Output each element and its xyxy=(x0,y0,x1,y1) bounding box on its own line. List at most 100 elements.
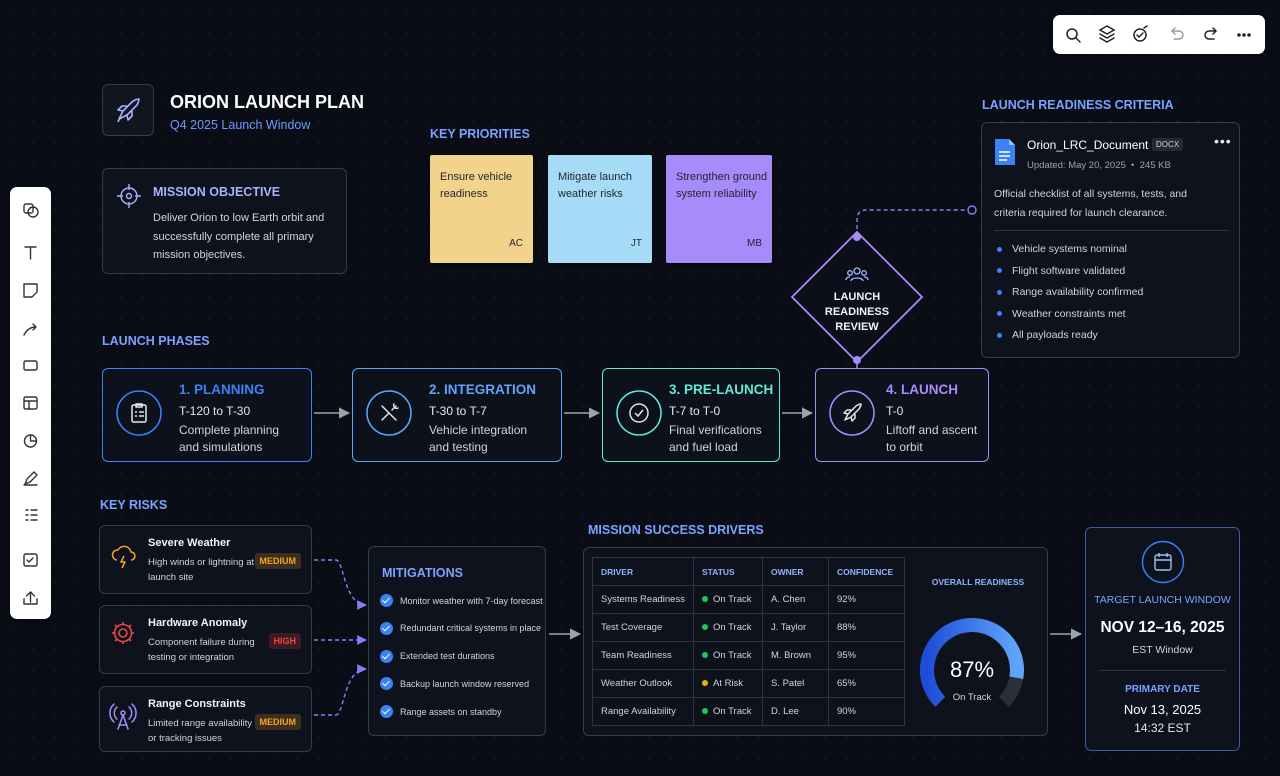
icon-part xyxy=(23,591,38,605)
icon-part xyxy=(112,622,134,644)
cell-text: At Risk xyxy=(712,678,744,689)
toolbar-icons[interactable] xyxy=(1053,15,1265,54)
antenna-icon xyxy=(109,703,137,730)
tools-icon xyxy=(366,390,412,436)
phase-card[interactable]: 2. INTEGRATION T-30 to T-7 Vehicle integ… xyxy=(352,368,562,462)
icon-part xyxy=(853,356,861,364)
phase-card[interactable]: 3. PRE-LAUNCH T-7 to T-0 Final verificat… xyxy=(602,368,780,462)
risk-title: Severe Weather xyxy=(148,537,231,549)
check-icon xyxy=(380,621,393,635)
status-dot xyxy=(701,624,708,630)
sticky-note[interactable]: Mitigate launch weather risks JT xyxy=(548,155,652,263)
table-cell: 95% xyxy=(827,641,905,670)
icon-part xyxy=(131,403,147,423)
icon-part xyxy=(616,390,662,436)
icon-part xyxy=(999,151,1010,161)
phase-window: T-7 to T-0 xyxy=(669,404,721,418)
check-mark xyxy=(382,623,390,632)
phase-window: T-120 to T-30 xyxy=(179,404,251,418)
more-menu[interactable]: ••• xyxy=(1214,133,1232,149)
objective-text: Deliver Orion to low Earth orbit and suc… xyxy=(153,212,325,261)
divider xyxy=(994,230,1229,231)
icon-part xyxy=(113,623,133,643)
sticky-note[interactable]: Ensure vehicle readiness AC xyxy=(430,155,533,263)
target-card: TARGET LAUNCH WINDOW NOV 12–16, 2025 EST… xyxy=(1085,527,1240,751)
cell-text: Systems Readiness xyxy=(601,594,685,605)
criteria-item: Range availability confirmed xyxy=(997,286,1143,298)
risk-text: Component failure during testing or inte… xyxy=(148,637,255,663)
icon-part xyxy=(366,390,412,436)
icon-part xyxy=(381,403,399,421)
note-text: Strengthen ground system reliability xyxy=(676,171,768,200)
note-owner: MB xyxy=(747,238,762,249)
divider xyxy=(1099,670,1226,671)
phase-window: T-0 xyxy=(886,404,904,418)
icon-part xyxy=(125,192,133,200)
table-cell: Team Readiness xyxy=(592,641,694,670)
phase-card[interactable]: 1. PLANNING T-120 to T-30 Complete plann… xyxy=(102,368,312,462)
risk-text: High winds or lightning at launch site xyxy=(148,557,255,583)
table-cell: Range Availability xyxy=(592,697,694,726)
icon-part xyxy=(23,400,38,410)
icon-part xyxy=(853,233,861,241)
cell-text: J. Taylor xyxy=(770,622,807,633)
icon-part xyxy=(1170,27,1184,40)
icon-part xyxy=(25,509,38,521)
icon-part xyxy=(314,559,367,610)
table-cell: On Track xyxy=(692,697,763,726)
icon-part xyxy=(1136,25,1148,39)
icon-part xyxy=(314,664,367,716)
bullet xyxy=(997,332,1002,338)
bullet xyxy=(997,246,1002,252)
phase-card[interactable]: 4. LAUNCH T-0 Liftoff and ascent to orbi… xyxy=(815,368,989,462)
icon-part xyxy=(1247,33,1251,37)
criteria-description: Official checklist of all systems, tests… xyxy=(994,188,1187,219)
check-mark xyxy=(382,679,390,687)
note-owner: AC xyxy=(509,238,523,249)
calendar-icon xyxy=(1141,540,1185,584)
rocket-icon xyxy=(117,98,140,123)
objective-card[interactable]: MISSION OBJECTIVE Deliver Orion to low E… xyxy=(102,168,347,274)
icon-part xyxy=(26,557,34,563)
check-icon xyxy=(380,594,393,607)
readiness-gauge xyxy=(920,618,1024,707)
column-header: STATUS xyxy=(692,557,763,586)
icon-part xyxy=(111,545,136,569)
mitigations-card[interactable]: MITIGATIONS Monitor weather with 7-day f… xyxy=(368,546,546,736)
header-title: ORION LAUNCH PLAN xyxy=(170,92,364,112)
status-dot xyxy=(701,596,708,602)
mitigation-item: Redundant critical systems in place xyxy=(380,621,541,635)
check-mark xyxy=(382,651,390,659)
criteria-item: Weather constraints met xyxy=(997,308,1126,320)
icon-part xyxy=(1155,553,1171,561)
left-toolbar xyxy=(10,187,51,619)
risk-card[interactable]: Range Constraints Limited range availabi… xyxy=(99,686,312,752)
check-icon xyxy=(380,649,393,663)
phase-text: Vehicle integration and testing xyxy=(429,423,528,454)
cell-text: 88% xyxy=(836,622,856,633)
primary-time: 14:32 EST xyxy=(1134,721,1191,735)
status-dot xyxy=(701,680,708,686)
icon-part xyxy=(23,360,38,371)
phase-title: 1. PLANNING xyxy=(179,382,265,397)
table-row: Systems Readiness On Track A. Chen 92% xyxy=(592,585,905,614)
sticky-note[interactable]: Strengthen ground system reliability MB xyxy=(666,155,772,263)
criteria-text: Weather constraints met xyxy=(1012,307,1126,320)
icon-part xyxy=(23,283,38,298)
phase-window: T-30 to T-7 xyxy=(429,404,487,418)
risk-level: MEDIUM xyxy=(254,553,301,569)
toolbar-icons[interactable] xyxy=(10,187,51,619)
mitigation-text: Monitor weather with 7-day forecast xyxy=(400,595,543,606)
risk-card[interactable]: Severe Weather High winds or lightning a… xyxy=(99,525,312,594)
mitigations-title: MITIGATIONS xyxy=(382,566,464,580)
document-name[interactable]: Orion_LRC_Document xyxy=(1027,138,1149,152)
icon-part xyxy=(314,559,367,716)
phase-text: Final verifications and fuel load xyxy=(669,423,762,454)
risk-title: Hardware Anomaly xyxy=(148,617,248,629)
criteria-card[interactable]: Orion_LRC_Document DOCX ••• Updated: May… xyxy=(981,122,1240,358)
drivers-title: MISSION SUCCESS DRIVERS xyxy=(588,523,764,537)
risk-card[interactable]: Hardware Anomaly Component failure durin… xyxy=(99,605,312,674)
bullet xyxy=(997,268,1002,273)
cell-text: Team Readiness xyxy=(601,650,672,661)
column-header: DRIVER xyxy=(592,557,694,586)
